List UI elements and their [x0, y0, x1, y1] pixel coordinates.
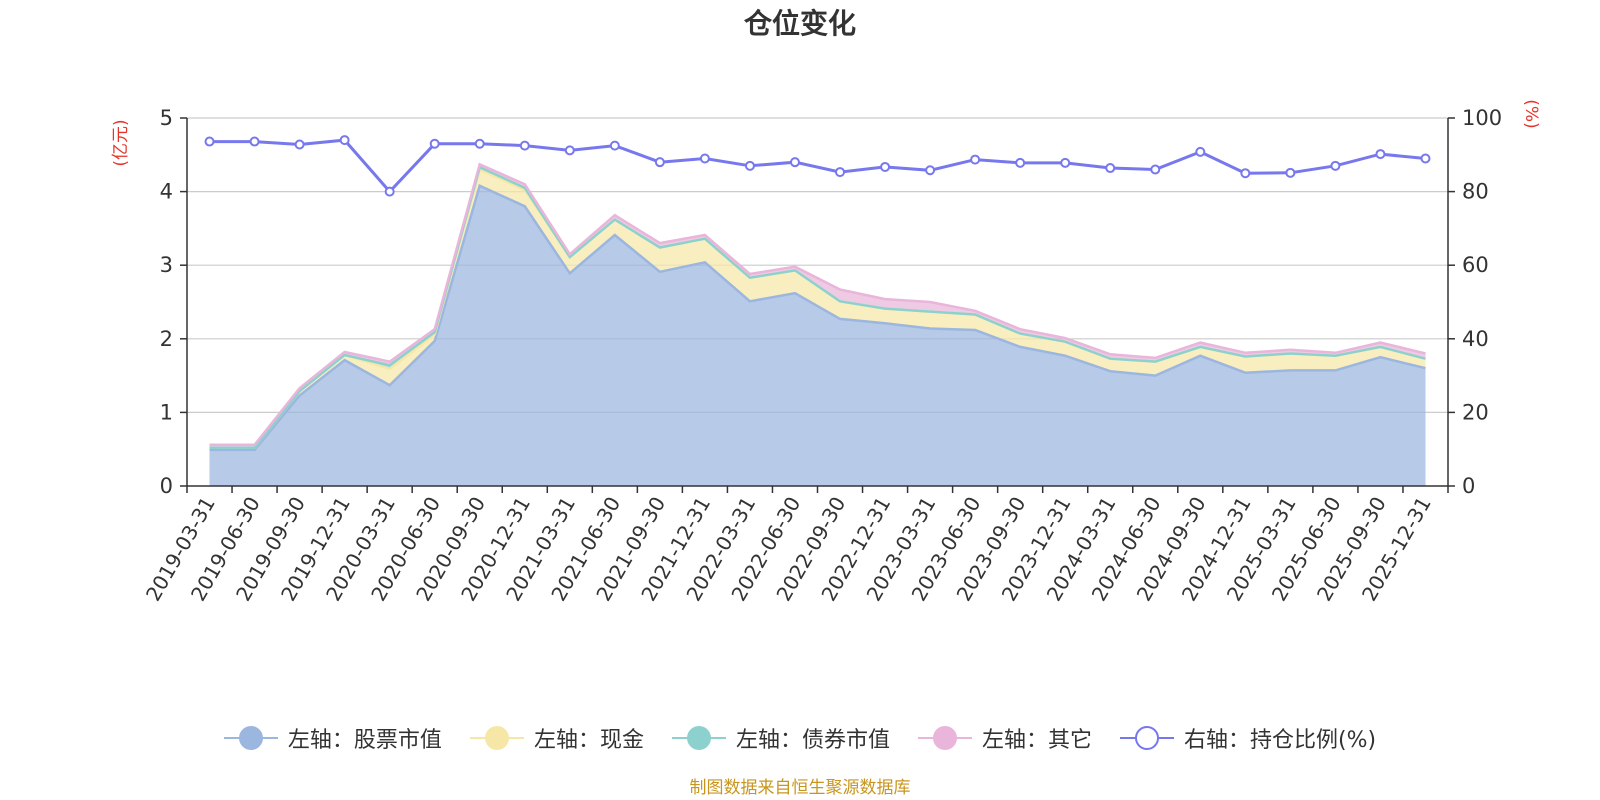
ratio-point: [880, 161, 891, 172]
legend-swatch-icon: [1119, 726, 1174, 750]
right-y-tick-label: 40: [1462, 327, 1489, 351]
ratio-point: [1375, 149, 1386, 160]
ratio-point: [654, 157, 665, 168]
area-edge-左轴：其它: [209, 162, 1426, 447]
left-y-tick-label: 4: [160, 180, 173, 204]
ratio-point: [1285, 167, 1296, 178]
ratio-point: [835, 167, 846, 178]
ratio-point: [1015, 157, 1026, 168]
ratio-point: [294, 139, 305, 150]
area-edge-左轴：债券市值: [209, 165, 1426, 449]
ratio-point: [1150, 164, 1161, 175]
legend-swatch-icon: [917, 726, 972, 750]
ratio-point: [519, 140, 530, 151]
left-y-tick-label: 0: [160, 474, 173, 498]
area-edge-左轴：股票市值: [209, 183, 1426, 452]
legend-swatch-icon: [671, 726, 726, 750]
source-note: 制图数据来自恒生聚源数据库: [689, 778, 911, 798]
legend-label: 左轴：股票市值: [287, 728, 442, 753]
ratio-line-layer: [204, 135, 1431, 197]
ratio-point: [384, 186, 395, 197]
area-左轴：股票市值: [209, 185, 1426, 486]
right-y-tick-label: 20: [1462, 400, 1489, 424]
left-y-tick-label: 2: [160, 327, 173, 351]
left-y-tick-label: 1: [160, 400, 173, 424]
legend-label: 左轴：其它: [981, 728, 1092, 753]
ratio-point: [699, 153, 710, 164]
ratio-line: [209, 138, 1426, 194]
legend-item[interactable]: 左轴：股票市值: [223, 722, 442, 754]
right-y-tick-label: 100: [1462, 106, 1502, 130]
legend-item[interactable]: 左轴：其它: [917, 722, 1092, 754]
legend-swatch-icon: [223, 726, 278, 750]
left-y-tick-label: 5: [160, 106, 173, 130]
legend-item[interactable]: 左轴：债券市值: [671, 722, 890, 754]
left-y-tick-label: 3: [160, 253, 173, 277]
ratio-point: [789, 157, 800, 168]
ratio-point: [429, 138, 440, 149]
ratio-point: [204, 136, 215, 147]
ratio-point: [609, 140, 620, 151]
right-axis-unit: (%): [1521, 99, 1541, 128]
ratio-point: [339, 135, 350, 146]
ratio-point: [1240, 168, 1251, 179]
right-y-tick-label: 0: [1462, 474, 1475, 498]
ratio-point: [1060, 157, 1071, 168]
chart-title: 仓位变化: [743, 7, 856, 40]
ratio-point: [1105, 163, 1116, 174]
left-axis-unit: (亿元): [111, 119, 131, 166]
ratio-point: [744, 160, 755, 171]
area-layer: [209, 162, 1426, 486]
ratio-point: [1330, 160, 1341, 171]
legend-item[interactable]: 右轴：持仓比例(%): [1119, 722, 1377, 754]
legend-swatch-icon: [469, 726, 524, 750]
legend-label: 左轴：现金: [533, 728, 644, 753]
legend-label: 右轴：持仓比例(%): [1183, 728, 1377, 753]
ratio-point: [925, 165, 936, 176]
right-y-tick-label: 80: [1462, 180, 1489, 204]
ratio-point: [564, 145, 575, 156]
ratio-point: [249, 136, 260, 147]
ratio-point: [970, 154, 981, 165]
ratio-point: [1195, 146, 1206, 157]
legend: 左轴：股票市值 左轴：现金 左轴：债券市值 左轴：其它 右轴：持仓比例(%): [0, 722, 1600, 754]
legend-item[interactable]: 左轴：现金: [469, 722, 644, 754]
legend-label: 左轴：债券市值: [735, 728, 890, 753]
ratio-point: [474, 138, 485, 149]
right-y-tick-label: 60: [1462, 253, 1489, 277]
ratio-point: [1420, 153, 1431, 164]
